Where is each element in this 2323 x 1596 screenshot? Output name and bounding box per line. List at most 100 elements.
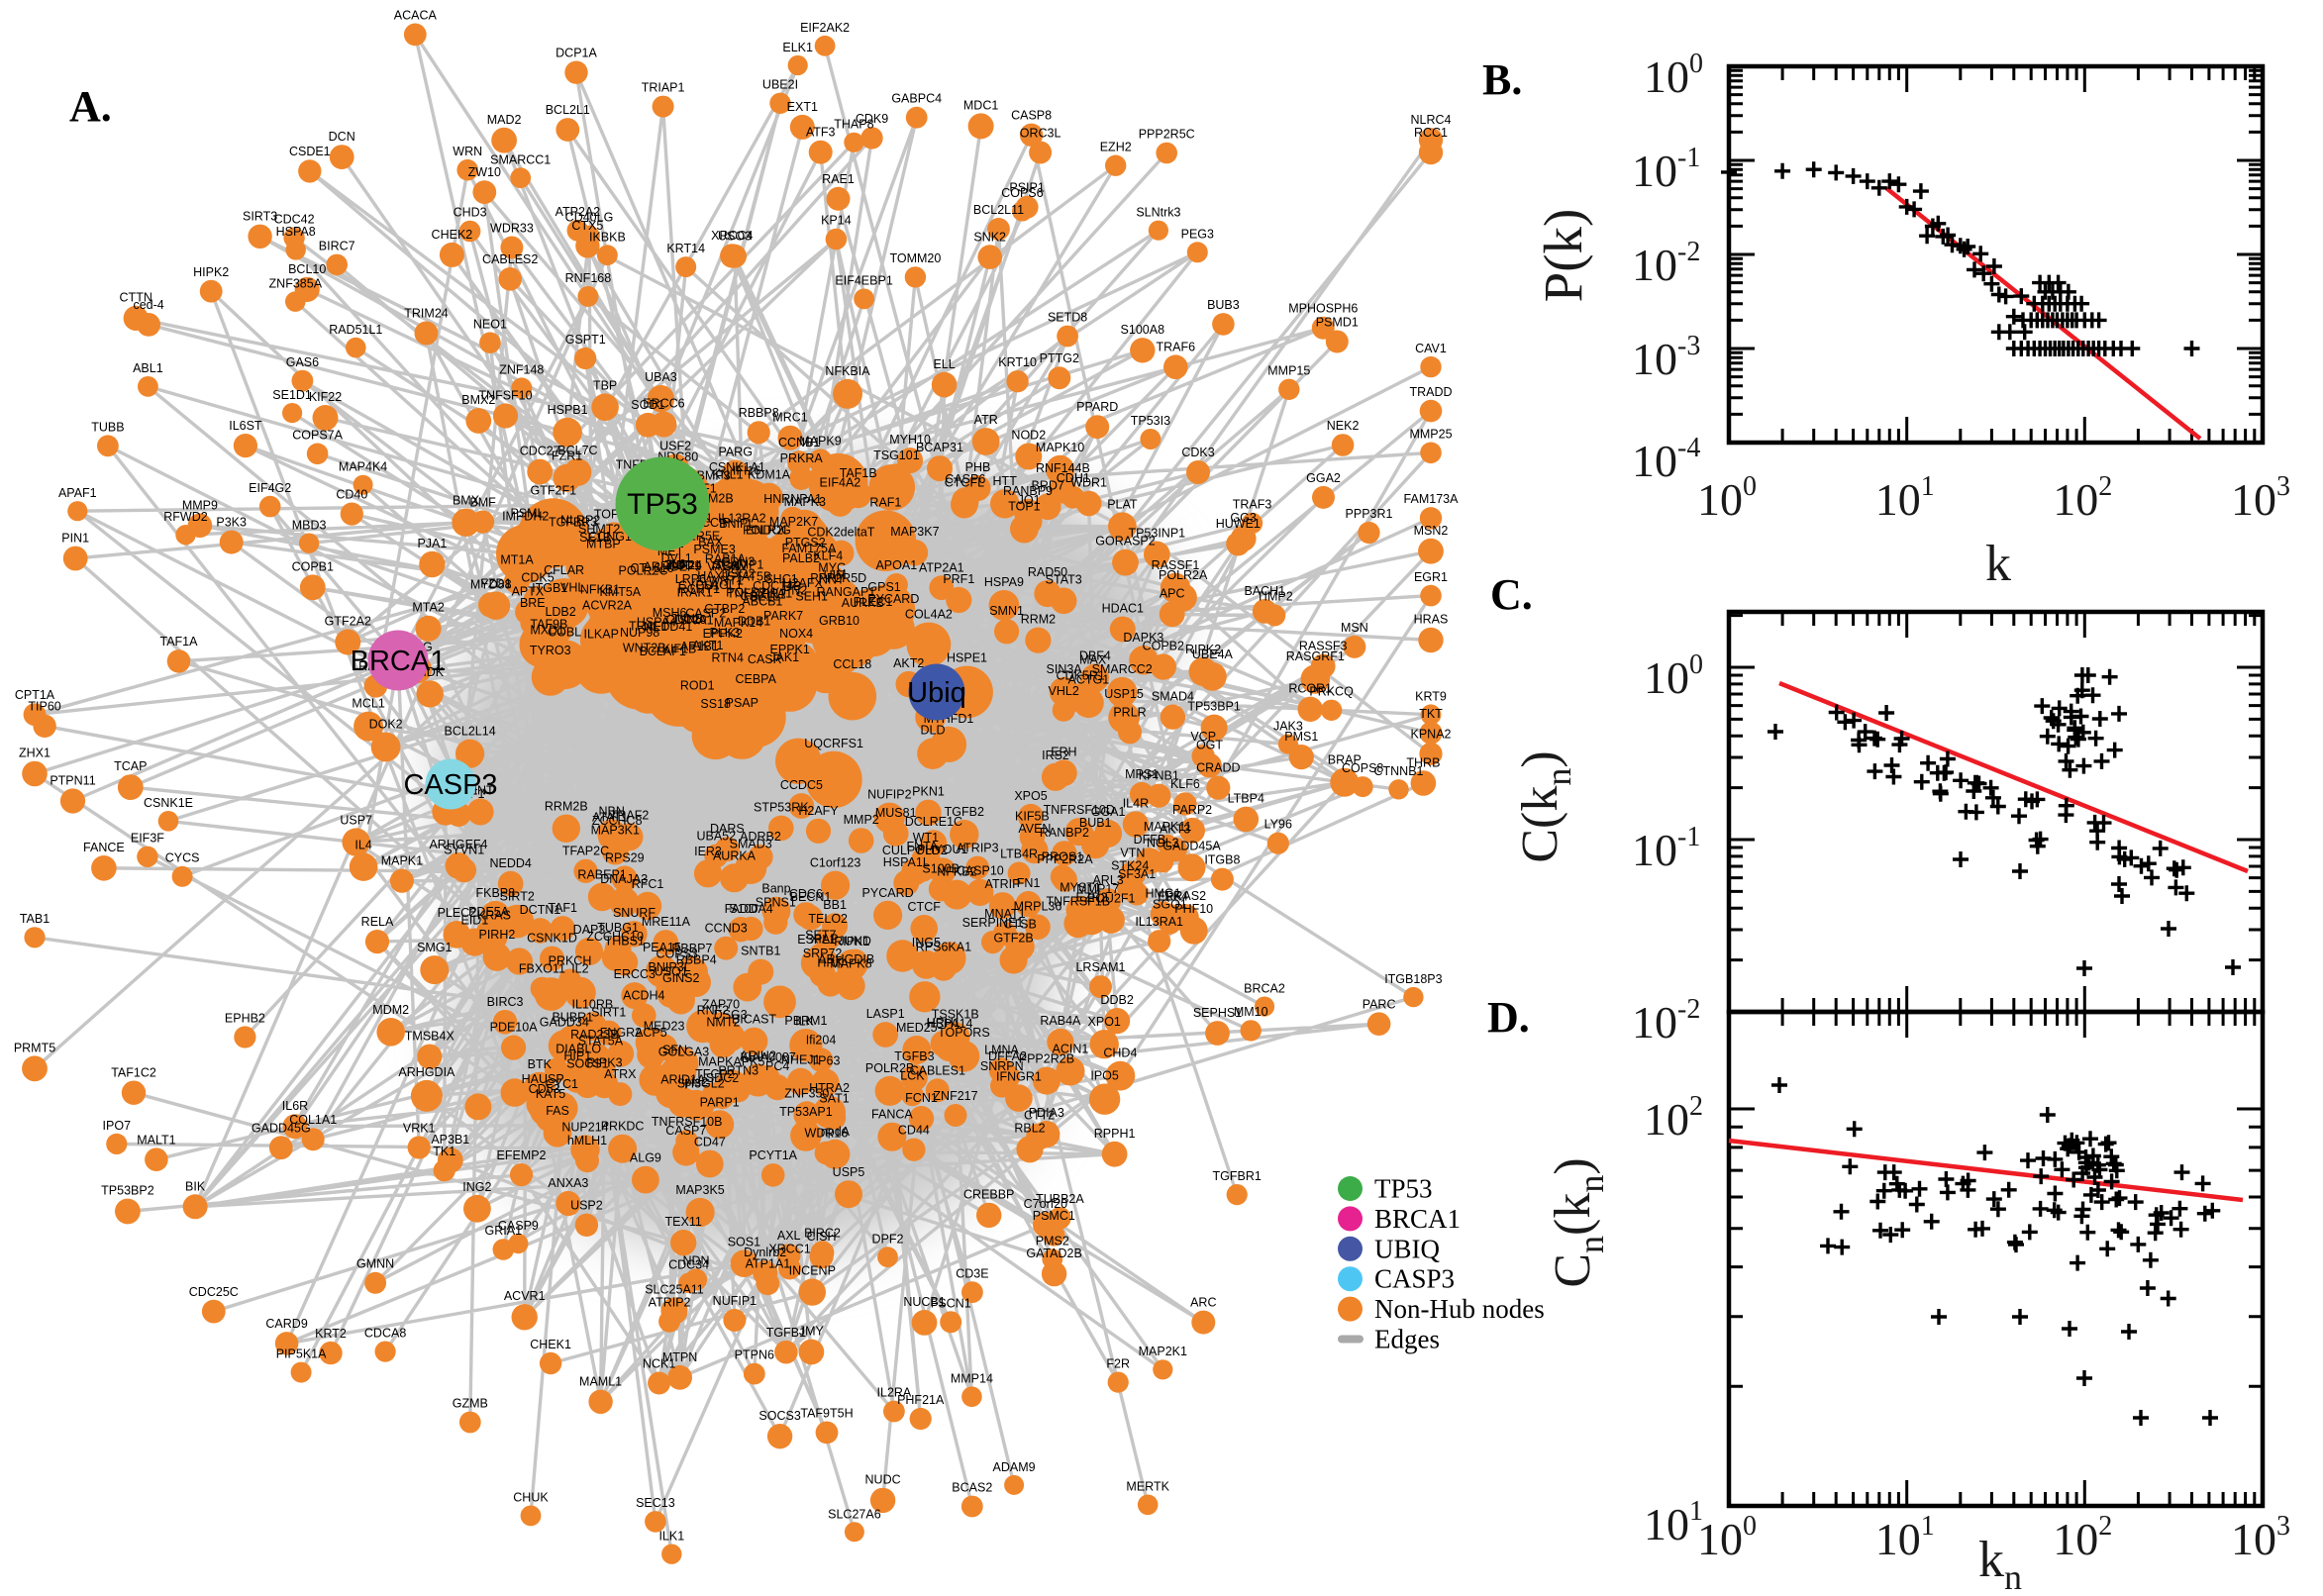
- svg-text:APOA1: APOA1: [875, 558, 917, 572]
- svg-text:ced-4: ced-4: [133, 298, 163, 312]
- svg-text:CHEK1: CHEK1: [530, 1338, 571, 1351]
- svg-text:WDR33: WDR33: [490, 222, 534, 236]
- svg-text:SIVA1: SIVA1: [679, 614, 714, 628]
- svg-text:USO2: USO2: [722, 566, 756, 580]
- svg-text:UBE2I: UBE2I: [762, 78, 798, 92]
- svg-text:MUS81: MUS81: [875, 806, 917, 820]
- svg-text:101: 101: [1644, 1496, 1703, 1549]
- svg-text:EIF3F: EIF3F: [131, 832, 164, 846]
- svg-text:EPPK2: EPPK2: [703, 627, 743, 641]
- svg-text:PN2: PN2: [783, 584, 807, 598]
- svg-text:IPO7: IPO7: [103, 1119, 132, 1133]
- svg-text:ITGB18P3: ITGB18P3: [1384, 972, 1442, 986]
- svg-text:PLEC1: PLEC1: [854, 595, 893, 609]
- svg-text:KLF6: KLF6: [1170, 777, 1200, 791]
- svg-text:TP53AP1: TP53AP1: [779, 1105, 833, 1119]
- svg-text:MSN2: MSN2: [1414, 524, 1449, 538]
- svg-text:PRKCQ: PRKCQ: [1309, 685, 1354, 699]
- svg-text:GATAD2B: GATAD2B: [1026, 1247, 1082, 1260]
- svg-text:PRMT5: PRMT5: [14, 1041, 55, 1054]
- svg-text:POLR2I: POLR2I: [743, 524, 786, 538]
- svg-text:BACH1: BACH1: [1244, 584, 1285, 598]
- svg-text:CDK9: CDK9: [856, 112, 888, 126]
- svg-text:DDB1: DDB1: [738, 615, 770, 629]
- svg-text:PTTG2: PTTG2: [1040, 351, 1079, 365]
- svg-text:MAD2: MAD2: [487, 113, 522, 127]
- svg-text:MBD3: MBD3: [292, 519, 327, 533]
- svg-text:HSPA1L: HSPA1L: [883, 855, 930, 869]
- svg-text:ZNF385A: ZNF385A: [269, 276, 323, 290]
- svg-text:S100A4: S100A4: [729, 902, 773, 916]
- svg-text:RAD23B: RAD23B: [570, 1028, 619, 1042]
- svg-text:RTN4: RTN4: [711, 651, 743, 665]
- svg-text:RCHY1: RCHY1: [678, 582, 720, 596]
- svg-text:TP53: TP53: [1374, 1174, 1433, 1204]
- svg-text:LTB4R: LTB4R: [1000, 848, 1038, 861]
- svg-text:WNT2B: WNT2B: [623, 641, 666, 654]
- svg-text:CRADD: CRADD: [1196, 761, 1240, 775]
- svg-text:XPO1: XPO1: [1088, 1015, 1121, 1029]
- svg-text:PBRM1: PBRM1: [784, 1014, 827, 1028]
- svg-text:PIRH2: PIRH2: [478, 928, 515, 942]
- svg-text:MAML1: MAML1: [579, 1375, 622, 1389]
- svg-text:BNIP3L: BNIP3L: [649, 960, 691, 974]
- svg-text:TP63: TP63: [811, 1053, 841, 1067]
- svg-text:FSCN1: FSCN1: [931, 1296, 971, 1310]
- svg-text:CDC14B: CDC14B: [753, 579, 801, 593]
- svg-text:HNRNPA1: HNRNPA1: [763, 492, 822, 506]
- svg-text:TUBB: TUBB: [91, 420, 124, 434]
- svg-text:TMSB4X: TMSB4X: [405, 1030, 455, 1044]
- svg-text:MAP3K5: MAP3K5: [675, 1183, 724, 1197]
- svg-text:LY96: LY96: [1264, 818, 1292, 832]
- svg-text:STK24: STK24: [1111, 859, 1149, 873]
- svg-text:UQCRFS1: UQCRFS1: [804, 737, 863, 750]
- svg-text:DARS: DARS: [710, 822, 745, 836]
- svg-text:ABL1: ABL1: [133, 361, 163, 375]
- svg-text:MAPK10: MAPK10: [1036, 441, 1084, 454]
- svg-text:ING2: ING2: [462, 1180, 491, 1194]
- svg-text:ORC3L: ORC3L: [1020, 127, 1061, 141]
- svg-text:BB1: BB1: [823, 898, 847, 912]
- svg-text:ATRX: ATRX: [604, 1067, 637, 1081]
- svg-text:PHF10: PHF10: [1174, 902, 1213, 916]
- svg-text:KRT9: KRT9: [1415, 689, 1447, 703]
- svg-text:MM10: MM10: [1234, 1005, 1268, 1019]
- svg-text:MALT1: MALT1: [137, 1134, 175, 1147]
- svg-text:DIABLO: DIABLO: [556, 1043, 601, 1056]
- svg-text:FNGR2: FNGR2: [600, 1026, 642, 1040]
- svg-text:MAP3K1: MAP3K1: [591, 823, 640, 837]
- svg-text:ZNF217: ZNF217: [933, 1089, 977, 1103]
- svg-text:MCL1: MCL1: [352, 697, 384, 711]
- svg-text:CD47: CD47: [694, 1136, 726, 1149]
- svg-text:KIF5B: KIF5B: [1015, 810, 1050, 824]
- svg-text:BCLAF1: BCLAF1: [640, 645, 686, 658]
- svg-text:TFAP2C: TFAP2C: [562, 845, 609, 858]
- svg-text:PARC: PARC: [1363, 997, 1396, 1011]
- svg-text:CSNK1E: CSNK1E: [144, 796, 193, 810]
- svg-text:TRADD: TRADD: [1409, 385, 1452, 399]
- svg-text:EGR1: EGR1: [1414, 570, 1448, 584]
- svg-text:ZNF350: ZNF350: [784, 1086, 829, 1100]
- svg-text:PDE10A: PDE10A: [490, 1020, 539, 1034]
- svg-text:ATP1A1: ATP1A1: [746, 1257, 791, 1271]
- svg-text:XRCC1: XRCC1: [768, 1243, 810, 1256]
- svg-text:TIMP2: TIMP2: [1257, 590, 1293, 604]
- svg-text:GAS6: GAS6: [286, 355, 319, 369]
- svg-text:ATRIP3: ATRIP3: [957, 842, 999, 855]
- svg-text:ILK1: ILK1: [658, 1530, 684, 1544]
- svg-text:RANBP2: RANBP2: [1040, 826, 1089, 840]
- svg-text:WT1: WT1: [913, 831, 939, 845]
- svg-text:KPNB1: KPNB1: [1139, 769, 1179, 783]
- svg-text:ADD1: ADD1: [667, 558, 700, 572]
- svg-text:TBP: TBP: [593, 378, 617, 392]
- svg-text:SE1D1: SE1D1: [272, 388, 312, 402]
- svg-text:KAT5: KAT5: [536, 1087, 565, 1101]
- svg-text:IPO5: IPO5: [1090, 1069, 1119, 1083]
- svg-text:BUB3: BUB3: [1207, 298, 1240, 312]
- svg-text:DCP1A: DCP1A: [556, 47, 597, 60]
- svg-text:Cn(kn): Cn(kn): [1545, 1157, 1611, 1287]
- svg-text:CASP2: CASP2: [685, 607, 726, 621]
- svg-text:VHL: VHL: [560, 581, 584, 595]
- svg-text:RANBP9: RANBP9: [1003, 484, 1053, 498]
- svg-text:CULPOLD2: CULPOLD2: [882, 844, 948, 857]
